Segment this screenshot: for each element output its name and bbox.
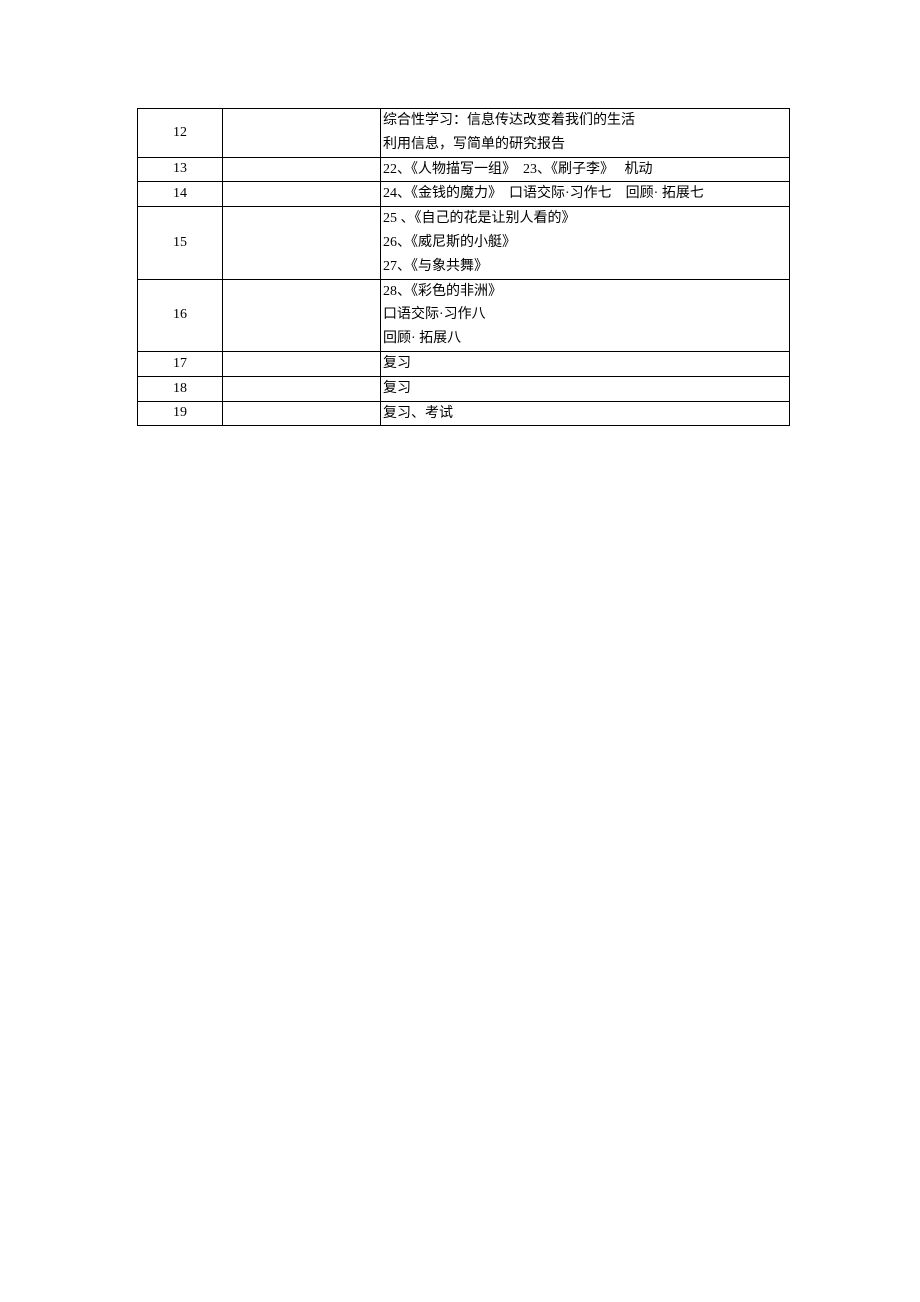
content-cell: 28、《彩色的非洲》 口语交际·习作八 回顾· 拓展八 (381, 279, 790, 351)
schedule-table: 12 综合性学习：信息传达改变着我们的生活 利用信息，写简单的研究报告 13 2… (137, 108, 790, 426)
content-line: 28、《彩色的非洲》 (383, 280, 789, 304)
content-line: 26、《威尼斯的小艇》 (383, 231, 789, 255)
empty-cell (223, 109, 381, 158)
empty-cell (223, 182, 381, 207)
empty-cell (223, 351, 381, 376)
week-number-cell: 18 (138, 376, 223, 401)
table-row: 17 复习 (138, 351, 790, 376)
content-cell: 25 、《自己的花是让别人看的》 26、《威尼斯的小艇》 27、《与象共舞》 (381, 207, 790, 279)
table-row: 18 复习 (138, 376, 790, 401)
week-number-cell: 13 (138, 157, 223, 182)
table-row: 15 25 、《自己的花是让别人看的》 26、《威尼斯的小艇》 27、《与象共舞… (138, 207, 790, 279)
content-cell: 复习 (381, 351, 790, 376)
week-number-cell: 17 (138, 351, 223, 376)
empty-cell (223, 376, 381, 401)
table-body: 12 综合性学习：信息传达改变着我们的生活 利用信息，写简单的研究报告 13 2… (138, 109, 790, 426)
content-line: 综合性学习：信息传达改变着我们的生活 (383, 109, 789, 133)
empty-cell (223, 207, 381, 279)
content-line: 利用信息，写简单的研究报告 (383, 133, 789, 157)
week-number-cell: 15 (138, 207, 223, 279)
table-row: 19 复习、考试 (138, 401, 790, 426)
content-cell: 22、《人物描写一组》 23、《刷子李》 机动 (381, 157, 790, 182)
content-line: 22、《人物描写一组》 23、《刷子李》 机动 (383, 158, 789, 182)
week-number-cell: 14 (138, 182, 223, 207)
table-row: 13 22、《人物描写一组》 23、《刷子李》 机动 (138, 157, 790, 182)
table-row: 14 24、《金钱的魔力》 口语交际·习作七 回顾· 拓展七 (138, 182, 790, 207)
week-number-cell: 12 (138, 109, 223, 158)
empty-cell (223, 279, 381, 351)
content-cell: 综合性学习：信息传达改变着我们的生活 利用信息，写简单的研究报告 (381, 109, 790, 158)
content-line: 复习 (383, 377, 789, 401)
week-number-cell: 19 (138, 401, 223, 426)
empty-cell (223, 157, 381, 182)
content-line: 27、《与象共舞》 (383, 255, 789, 279)
content-line: 25 、《自己的花是让别人看的》 (383, 207, 789, 231)
content-cell: 复习 (381, 376, 790, 401)
week-number-cell: 16 (138, 279, 223, 351)
content-line: 口语交际·习作八 (383, 303, 789, 327)
content-cell: 复习、考试 (381, 401, 790, 426)
content-cell: 24、《金钱的魔力》 口语交际·习作七 回顾· 拓展七 (381, 182, 790, 207)
table-row: 12 综合性学习：信息传达改变着我们的生活 利用信息，写简单的研究报告 (138, 109, 790, 158)
content-line: 回顾· 拓展八 (383, 327, 789, 351)
content-line: 复习、考试 (383, 402, 789, 426)
content-line: 复习 (383, 352, 789, 376)
content-line: 24、《金钱的魔力》 口语交际·习作七 回顾· 拓展七 (383, 182, 789, 206)
empty-cell (223, 401, 381, 426)
table-row: 16 28、《彩色的非洲》 口语交际·习作八 回顾· 拓展八 (138, 279, 790, 351)
